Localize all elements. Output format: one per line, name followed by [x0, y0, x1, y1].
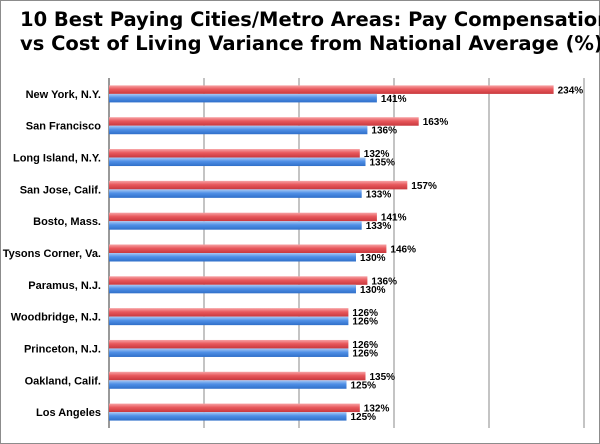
- value-label-cost: 135%: [370, 158, 396, 169]
- bar-cost: [109, 412, 347, 421]
- category-label: Oakland, Calif.: [25, 375, 101, 387]
- value-label-cost: 125%: [351, 380, 377, 391]
- value-label-cost: 126%: [352, 348, 378, 359]
- bar-pay: [109, 339, 349, 349]
- value-label-pay: 157%: [411, 181, 437, 192]
- chart-title-line-2: vs Cost of Living Variance from National…: [20, 32, 600, 55]
- bar-cost: [109, 221, 362, 230]
- chart-title-line-1: 10 Best Paying Cities/Metro Areas: Pay C…: [20, 8, 600, 31]
- value-label-pay: 141%: [381, 213, 407, 224]
- bar-pay: [109, 308, 349, 317]
- value-label-cost: 141%: [381, 94, 407, 105]
- value-label-pay: 126%: [352, 340, 378, 351]
- value-label-cost: 133%: [366, 221, 392, 232]
- bar-pay: [109, 85, 554, 94]
- bar-cost: [109, 93, 377, 103]
- chart-title: 10 Best Paying Cities/Metro Areas: Pay C…: [20, 8, 600, 56]
- category-label: Long Island, N.Y.: [13, 153, 101, 165]
- bar-pay: [109, 212, 377, 222]
- bar-pay: [109, 180, 408, 190]
- value-label-cost: 136%: [371, 126, 397, 137]
- category-label: Princeton, N.J.: [24, 343, 101, 355]
- bar-cost: [109, 284, 356, 294]
- bars: [109, 85, 554, 421]
- value-label-pay: 136%: [371, 276, 397, 287]
- value-label-pay: 163%: [423, 117, 449, 128]
- value-label-pay: 135%: [370, 372, 396, 383]
- category-label: San Francisco: [26, 121, 101, 133]
- value-label-pay: 234%: [558, 85, 584, 96]
- value-label-cost: 126%: [352, 317, 378, 328]
- bar-pay: [109, 117, 419, 126]
- bar-cost: [109, 348, 349, 357]
- category-label: San Jose, Calif.: [20, 184, 101, 196]
- labels: New York, N.Y. 234% 141% San Francisco 163% 1…: [3, 85, 584, 423]
- bar-cost: [109, 157, 366, 167]
- category-label: Woodbridge, N.J.: [11, 312, 101, 324]
- value-label-pay: 146%: [390, 245, 416, 256]
- bar-pay: [109, 149, 360, 158]
- category-label: Paramus, N.J.: [28, 280, 101, 292]
- bar-cost: [109, 316, 349, 326]
- bar-cost: [109, 253, 356, 262]
- bar-pay: [109, 403, 360, 413]
- value-label-pay: 132%: [364, 404, 390, 415]
- bar-pay: [109, 244, 387, 253]
- bar-cost: [109, 125, 368, 135]
- category-label: Tysons Corner, Va.: [3, 248, 101, 260]
- value-label-cost: 125%: [351, 412, 377, 423]
- category-label: Bosto, Mass.: [33, 216, 101, 228]
- value-label-cost: 130%: [360, 253, 386, 264]
- category-label: Los Angeles: [36, 407, 101, 419]
- value-label-pay: 132%: [364, 149, 390, 160]
- bar-cost: [109, 380, 347, 389]
- value-label-cost: 130%: [360, 285, 386, 296]
- value-label-cost: 133%: [366, 189, 392, 200]
- bar-cost: [109, 189, 362, 198]
- bar-pay: [109, 276, 368, 285]
- bar-pay: [109, 371, 366, 381]
- category-label: New York, N.Y.: [26, 89, 101, 101]
- value-label-pay: 126%: [352, 308, 378, 319]
